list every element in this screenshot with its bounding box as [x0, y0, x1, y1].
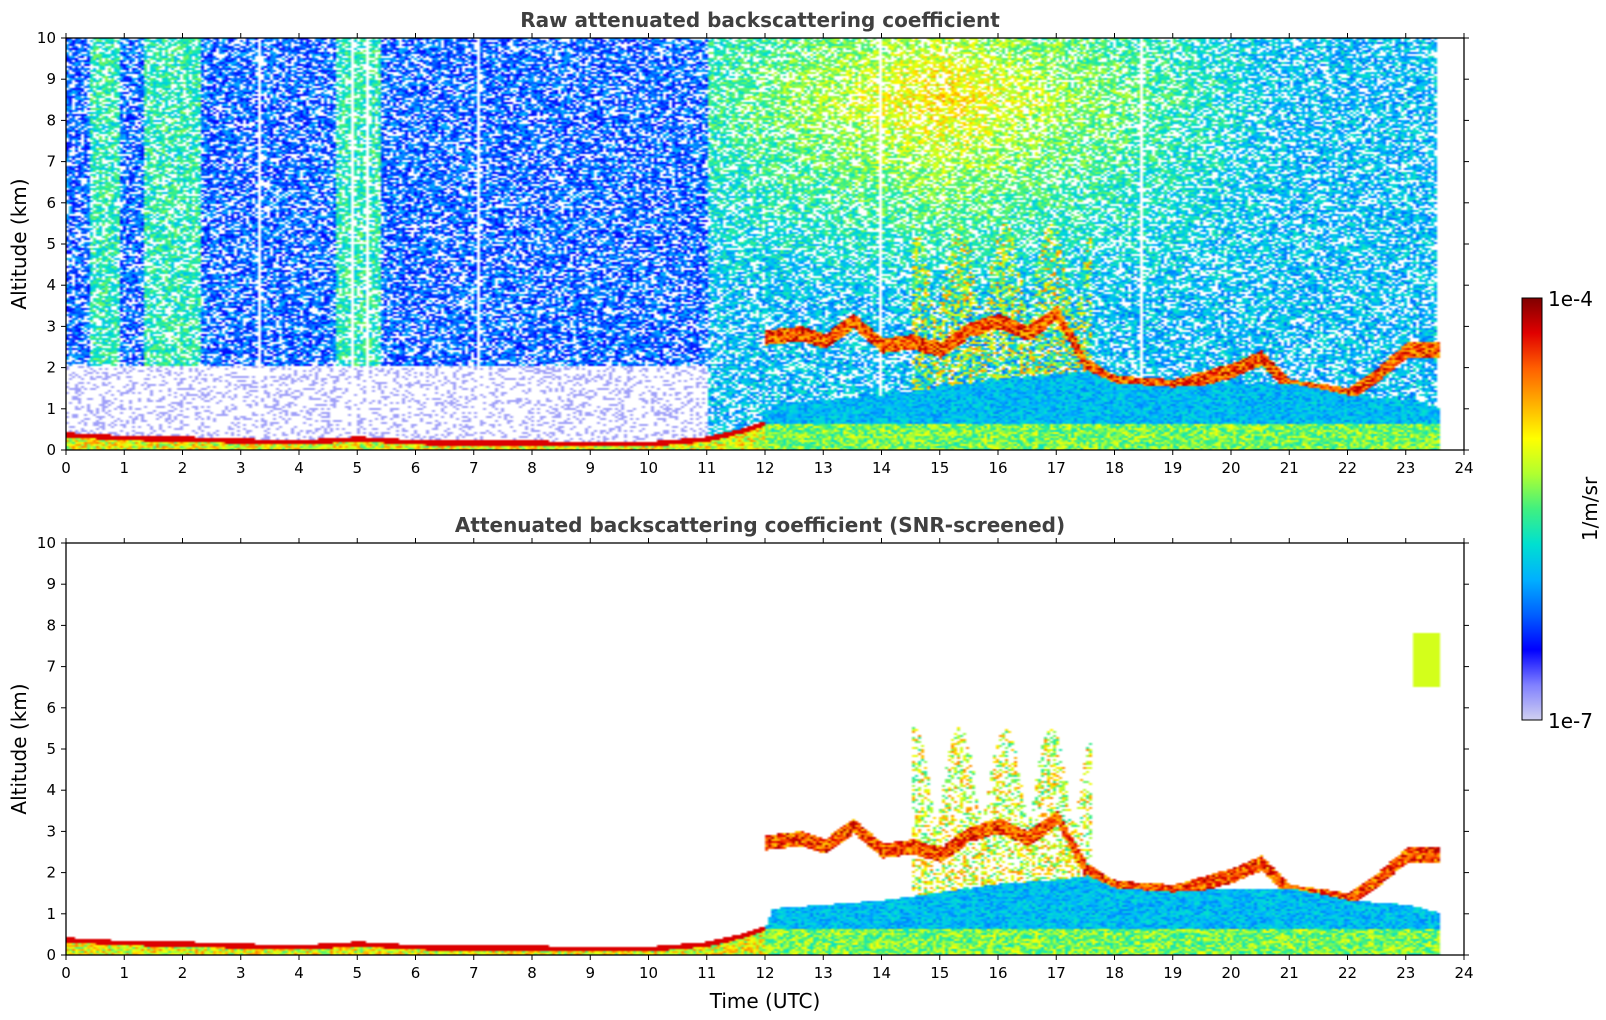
x-tick-label: 13: [814, 964, 833, 982]
heatmap-raw: [66, 38, 1464, 450]
y-tick-label: 3: [46, 822, 56, 840]
x-tick-label: 14: [872, 459, 891, 477]
panel-title: Attenuated backscattering coefficient (S…: [455, 513, 1065, 537]
y-tick-label: 4: [46, 781, 56, 799]
y-axis-label: Altitude (km): [7, 178, 31, 309]
x-tick-label: 22: [1338, 964, 1357, 982]
panel-title: Raw attenuated backscattering coefficien…: [520, 8, 1000, 32]
x-tick-label: 11: [697, 964, 716, 982]
heatmap-image: [66, 543, 1464, 955]
x-tick-label: 10: [639, 459, 658, 477]
x-tick-label: 18: [1105, 964, 1124, 982]
x-tick-label: 16: [988, 459, 1007, 477]
x-tick-label: 17: [1047, 459, 1066, 477]
x-tick-label: 19: [1163, 964, 1182, 982]
y-tick-label: 6: [46, 194, 56, 212]
y-tick-label: 8: [46, 616, 56, 634]
x-tick-label: 1: [119, 459, 129, 477]
x-tick-label: 13: [814, 459, 833, 477]
x-tick-label: 19: [1163, 459, 1182, 477]
y-tick-label: 5: [46, 740, 56, 758]
y-tick-label: 1: [46, 905, 56, 923]
y-tick-label: 1: [46, 400, 56, 418]
heatmap-screened: [66, 543, 1464, 955]
x-tick-label: 0: [61, 459, 71, 477]
x-tick-label: 8: [527, 964, 537, 982]
y-tick-label: 7: [46, 658, 56, 676]
y-axis-label: Altitude (km): [7, 683, 31, 814]
y-tick-label: 7: [46, 153, 56, 171]
x-tick-label: 16: [988, 964, 1007, 982]
y-tick-label: 4: [46, 276, 56, 294]
x-tick-label: 9: [585, 459, 595, 477]
x-tick-label: 21: [1280, 964, 1299, 982]
y-tick-label: 10: [37, 29, 56, 47]
y-tick-label: 9: [46, 575, 56, 593]
y-tick-label: 9: [46, 70, 56, 88]
x-tick-label: 12: [755, 964, 774, 982]
x-tick-label: 18: [1105, 459, 1124, 477]
axes-raw: 0 1 2 3 4 5 6 7 8 9 10 11 12 13 14 15 16 17 18 19 20 21 22 23 24…: [37, 29, 1474, 477]
x-tick-label: 23: [1396, 459, 1415, 477]
y-tick-label: 0: [46, 946, 56, 964]
x-tick-label: 2: [178, 459, 188, 477]
y-tick-label: 6: [46, 699, 56, 717]
y-tick-label: 2: [46, 864, 56, 882]
colorbar: 1e-4 1e-7 1/m/sr: [1521, 287, 1602, 733]
x-tick-label: 5: [352, 459, 362, 477]
y-tick-label: 10: [37, 534, 56, 552]
x-tick-label: 24: [1454, 459, 1473, 477]
x-tick-label: 4: [294, 964, 304, 982]
colorbar-min-label: 1e-7: [1548, 709, 1593, 733]
x-tick-label: 7: [469, 964, 479, 982]
panel-raw: Raw attenuated backscattering coefficien…: [7, 8, 1474, 477]
x-tick-label: 24: [1454, 964, 1473, 982]
y-tick-label: 2: [46, 359, 56, 377]
x-tick-label: 23: [1396, 964, 1415, 982]
x-tick-label: 20: [1221, 459, 1240, 477]
x-tick-label: 17: [1047, 964, 1066, 982]
x-tick-label: 22: [1338, 459, 1357, 477]
y-tick-label: 8: [46, 111, 56, 129]
x-tick-label: 6: [411, 459, 421, 477]
x-tick-label: 0: [61, 964, 71, 982]
colorbar-max-label: 1e-4: [1548, 287, 1593, 311]
x-tick-label: 11: [697, 459, 716, 477]
x-tick-label: 8: [527, 459, 537, 477]
colorbar-gradient: [1521, 297, 1543, 721]
y-tick-label: 3: [46, 317, 56, 335]
x-tick-label: 20: [1221, 964, 1240, 982]
x-tick-label: 15: [930, 459, 949, 477]
x-tick-label: 15: [930, 964, 949, 982]
heatmap-image: [66, 38, 1464, 450]
panel-screened: Attenuated backscattering coefficient (S…: [7, 513, 1474, 1013]
x-axis-label: Time (UTC): [709, 989, 821, 1013]
x-tick-label: 21: [1280, 459, 1299, 477]
x-tick-label: 7: [469, 459, 479, 477]
x-tick-label: 3: [236, 964, 246, 982]
x-tick-label: 12: [755, 459, 774, 477]
colorbar-unit-label: 1/m/sr: [1578, 476, 1602, 541]
x-tick-label: 4: [294, 459, 304, 477]
x-tick-label: 9: [585, 964, 595, 982]
y-tick-label: 0: [46, 441, 56, 459]
axes-screened: 0 1 2 3 4 5 6 7 8 9 10 11 12 13 14 15 16 17 18 19 20 21 22 23 24…: [37, 534, 1474, 982]
x-tick-label: 2: [178, 964, 188, 982]
x-tick-label: 10: [639, 964, 658, 982]
x-tick-label: 14: [872, 964, 891, 982]
x-tick-label: 6: [411, 964, 421, 982]
x-tick-label: 3: [236, 459, 246, 477]
x-tick-label: 1: [119, 964, 129, 982]
x-tick-label: 5: [352, 964, 362, 982]
y-tick-label: 5: [46, 235, 56, 253]
